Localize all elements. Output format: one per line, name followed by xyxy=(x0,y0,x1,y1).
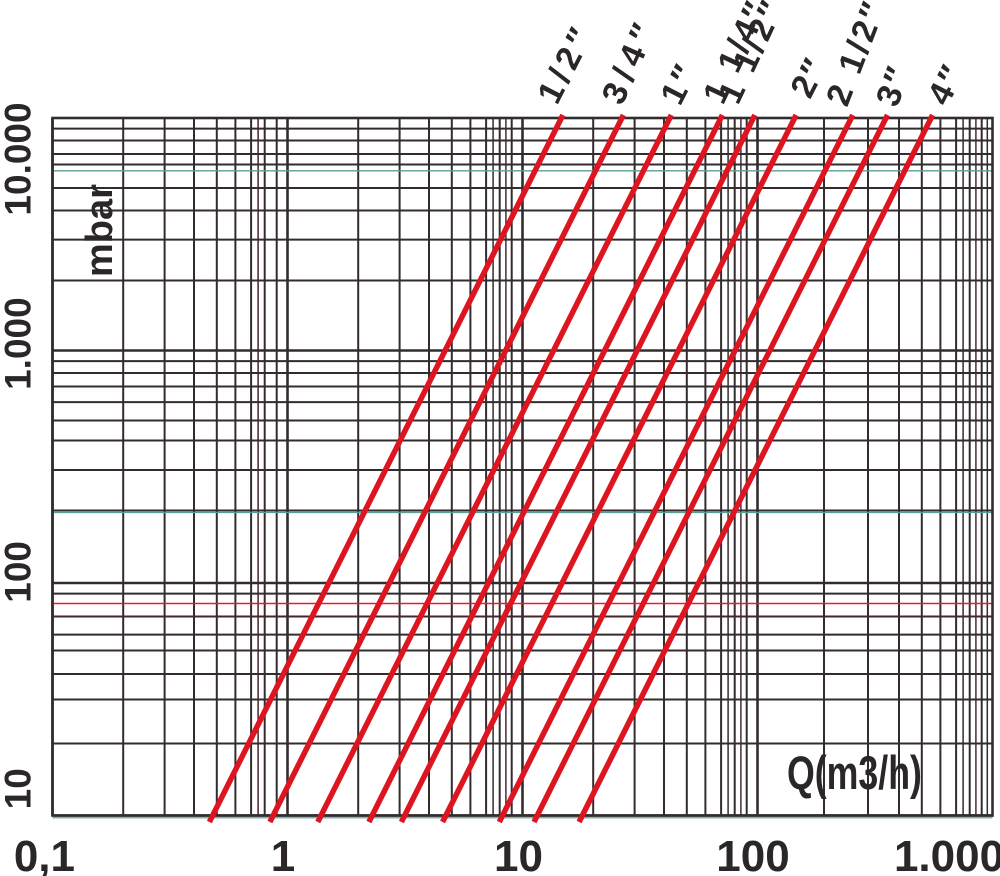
svg-text:10: 10 xyxy=(0,768,39,809)
svg-text:mbar: mbar xyxy=(79,184,121,277)
svg-text:1: 1 xyxy=(271,832,295,876)
svg-text:10.000: 10.000 xyxy=(0,102,39,215)
svg-text:1.000: 1.000 xyxy=(894,832,1000,876)
svg-text:0,1: 0,1 xyxy=(14,832,75,876)
svg-text:10: 10 xyxy=(494,832,543,876)
svg-text:Q(m3/h): Q(m3/h) xyxy=(787,746,922,799)
svg-text:1.000: 1.000 xyxy=(0,297,39,390)
svg-text:100: 100 xyxy=(716,832,789,876)
svg-text:100: 100 xyxy=(0,541,39,603)
